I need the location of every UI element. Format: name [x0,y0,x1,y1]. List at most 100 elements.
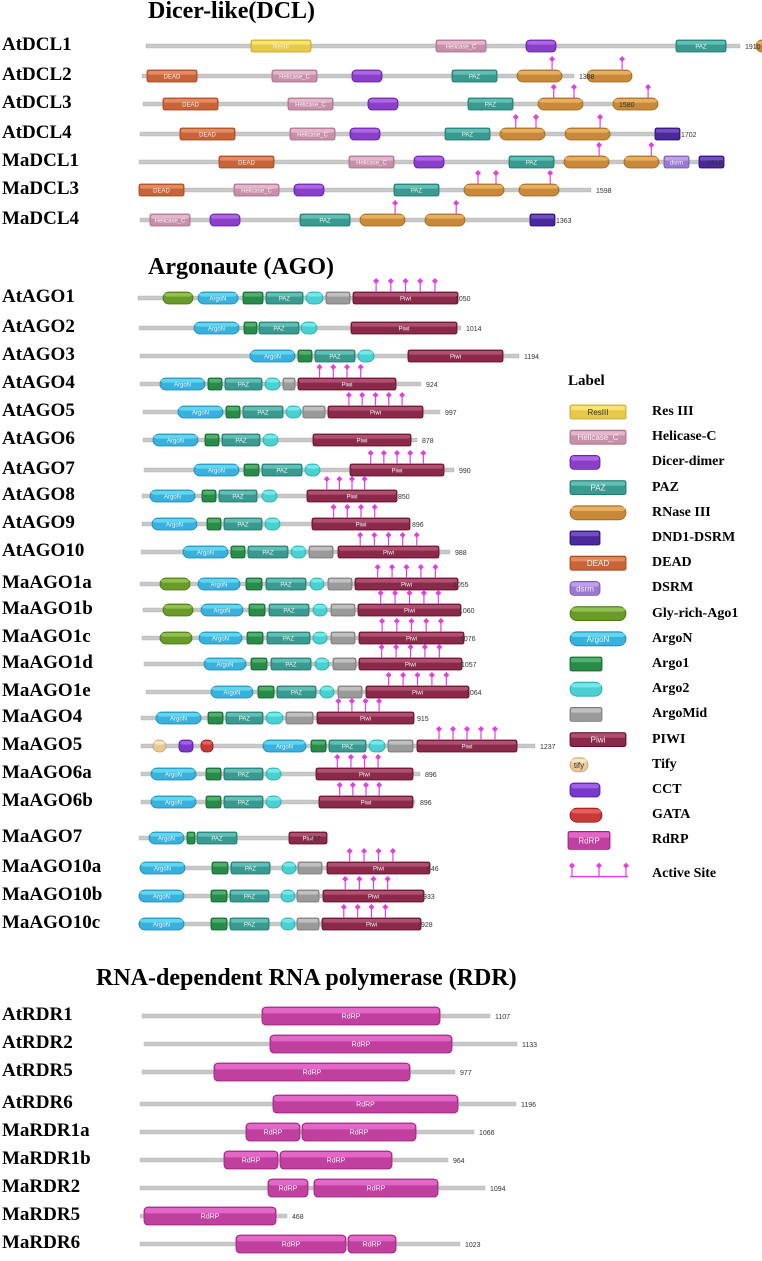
rdrp-domain-icon-text: RdRP [578,836,599,845]
domain-argon-atago1-1-text: ArgoN [209,297,226,303]
domain-piwi-maago1d-5: Piwi [358,657,463,671]
protein-label-atago6: AtAGO6 [2,428,75,449]
domain-rdrp-mardr5-0: RdRP [143,1206,277,1226]
domain-paz-atago5-2-text: PAZ [257,411,269,417]
domain-dead-atdcl3-0-text: DEAD [182,103,199,109]
domain-argomid-maago10a-4 [297,861,323,875]
length-label-atrdr2: 1133 [522,1042,537,1049]
domain-argo1-maago6a-1 [205,767,222,781]
domain-argon-maago1e-0-text: ArgoN [223,691,240,697]
domain-paz-maago6a-2: PAZ [223,767,264,781]
domain-argon-maago1d-0-text: ArgoN [216,663,233,669]
length-label-maago10b: 933 [423,894,435,901]
active-site-maago10a-5-0 [346,848,353,862]
dsrm-domain-icon-text: dsrm [576,584,594,593]
domain-paz-atago7-2-text: PAZ [276,469,288,475]
domain-argon-maago5-3-text: ArgoN [276,745,293,751]
domain-paz-atago2-2: PAZ [258,321,300,335]
protein-label-atrdr1: AtRDR1 [2,1004,73,1025]
argo2-domain-icon [569,681,603,697]
domain-argon-maago7-0: ArgoN [148,831,185,845]
domain-argo2-atago7-3 [304,463,321,477]
domain-paz-maago1c-3: PAZ [266,631,311,645]
active-site-maago10a-5-3 [389,848,396,862]
domain-paz-atago6-2-text: PAZ [235,439,247,445]
domain-paz-maago5-5-text: PAZ [342,745,354,751]
domain-piwi-maago1e-5: Piwi [365,685,470,699]
protein-label-maago10c: MaAGO10c [2,912,101,933]
domain-piwi-maago6b-4-text: Piwi [360,801,371,807]
domain-paz-atago7-2: PAZ [261,463,303,477]
dead-domain-icon-text: DEAD [587,559,609,568]
tify-domain-icon-text: tify [574,761,584,770]
active-site-maago6b-4-1 [349,782,356,796]
active-site-maago10c-5-1 [354,904,361,918]
domain-argo1-atago10-1 [230,545,246,559]
domain-argon-maago7-0-text: ArgoN [158,837,175,843]
domain-argon-maago5-3: ArgoN [262,739,307,753]
domain-dead-madcl3-0: DEAD [138,183,185,197]
domain-piwi-maago1b-6-text: Piwi [404,609,415,615]
domain-piwi-atago5-5-text: Piwi [370,411,381,417]
legend-label-argo1: Argo1 [652,656,690,671]
domain-paz-madcl3-3-text: PAZ [411,189,423,195]
domain-rdrp-atrdr2-0-text: RdRP [352,1042,371,1049]
domain-rdrp-atrdr2-0: RdRP [269,1034,453,1054]
domain-piwi-atago8-4-text: Piwi [346,495,357,501]
active-site-maago5-8-1 [450,726,456,740]
active-site-atdcl3-4-1 [571,84,577,98]
domain-piwi-atago3-4: Piwi [407,349,504,363]
domain-argomid-maago1c-5 [330,631,356,645]
domain-argon-maago1a-1: ArgoN [197,577,241,591]
domain-argo2-maago10c-3 [280,917,296,931]
domain-argomid-maago5-7 [387,739,414,753]
domain-rdrp-mardr6-1-text: RdRP [363,1242,382,1249]
active-site-atago5-5-2 [372,392,379,406]
domain-piwi-maago1a-6: Piwi [354,577,459,591]
protein-label-atdcl4: AtDCL4 [2,122,72,143]
domain-argon-atago4-0: ArgoN [159,377,206,391]
ago-section-title: Argonaute (AGO) [148,254,334,280]
domain-helicase-atdcl1-1-text: Helicase_C [446,45,477,51]
active-site-maago5-8-3 [478,726,484,740]
protein-label-maago1b: MaAGO1b [2,598,93,619]
domain-gly-maago1a-0 [159,577,191,591]
length-label-mardr6: 1023 [465,1242,481,1249]
dicer-dimer-domain-icon [569,454,601,470]
active-site-maago1a-6-3 [417,564,424,578]
active-site-maago4-5-3 [376,698,383,712]
domain-piwi-atago5-5: Piwi [327,405,424,419]
active-site-atago10-5-4 [413,532,420,546]
domain-argomid-atago1-5 [325,291,351,305]
domain-piwi-maago6a-4: Piwi [315,767,414,781]
argomid-domain-icon [569,707,603,722]
domain-paz-atago1-3-text: PAZ [279,297,291,303]
domain-paz-maago5-5: PAZ [328,739,367,753]
protein-label-atrdr2: AtRDR2 [2,1032,73,1053]
active-site-atdcl4-5-0 [597,114,604,128]
active-site-atago4-5-2 [344,364,350,378]
domain-argo1-maago1d-1 [250,657,268,671]
domain-rnase-atdcl4-4 [499,127,546,141]
active-site-maago6a-4-2 [361,754,368,768]
domain-paz-maago10a-2-text: PAZ [245,867,257,873]
active-site-atdcl3-5-0 [645,84,652,98]
domain-rdrp-atrdr6-0: RdRP [272,1094,459,1114]
domain-paz-atdcl3-3: PAZ [467,97,514,111]
domain-helicase-atdcl2-1-text: Helicase_C [279,75,310,81]
active-site-maago1e-5-0 [385,672,392,686]
length-label-atdcl1: 1910 [745,44,761,51]
active-site-atago5-5-3 [385,392,392,406]
domain-paz-madcl4-2: PAZ [299,213,351,227]
domain-rnase-madcl4-4 [424,213,466,227]
domain-argo1-atago4-1 [207,377,223,391]
domain-rdrp-atrdr1-0-text: RdRP [342,1014,361,1021]
active-site-maago10c-5-2 [368,904,375,918]
domain-helicase-atdcl3-1: Helicase_C [287,97,334,111]
domain-argo1-atago3-1 [297,349,313,363]
active-site-maago5-8-4 [492,726,498,740]
domain-argo2-atago10-3 [290,545,307,559]
backbone-atago4 [139,381,422,387]
domain-rdrp-mardr1a-0: RdRP [245,1122,301,1142]
